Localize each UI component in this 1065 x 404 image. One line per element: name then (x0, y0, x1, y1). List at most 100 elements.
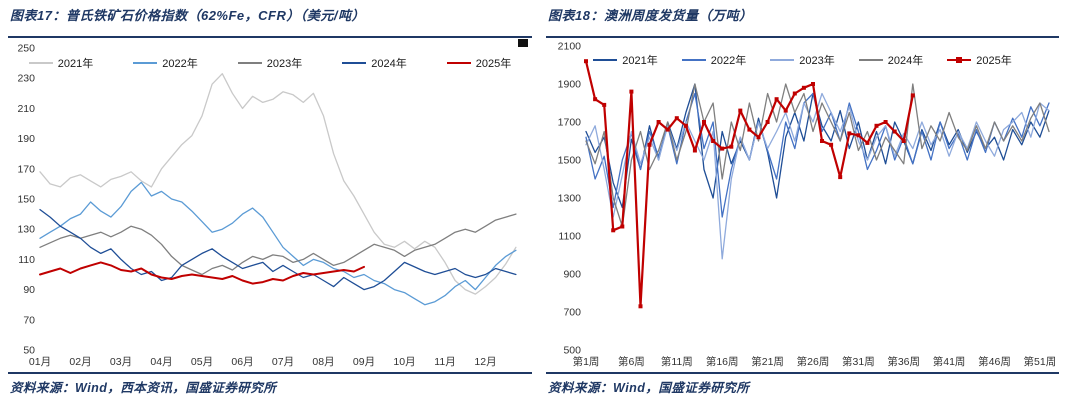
figure-18-chart-area: 2021年 2022年 2023年 2024年 2025年 500 700 900 1100 1… (546, 38, 1059, 372)
y-tick-label: 500 (563, 345, 581, 357)
figure-18-bottom-rule (546, 372, 1059, 374)
y-axis-labels: 50 70 90 110 130 150 170 190 210 230 250 (17, 43, 35, 357)
x-tick-label: 第31周 (842, 355, 875, 368)
y-axis-labels: 500 700 900 1100 1300 1500 1700 1900 2100 (558, 41, 582, 357)
x-tick-label: 第46周 (978, 355, 1011, 368)
y-tick-label: 1700 (558, 117, 582, 129)
series-marker (856, 133, 861, 138)
series-line-2024年 (585, 83, 1050, 228)
series-marker (674, 116, 679, 121)
figure-17-bottom-rule (8, 372, 532, 374)
series-marker (602, 102, 607, 107)
figure-18: 图表18：澳洲周度发货量（万吨） 2021年 2022年 2023年 2024年 202… (546, 6, 1059, 404)
series-marker (638, 304, 643, 309)
y-tick-label: 90 (23, 284, 35, 296)
series-marker (738, 108, 743, 113)
series-marker (847, 131, 852, 136)
y-tick-label: 190 (17, 133, 35, 145)
x-axis-labels: 第1周 第6周 第11周 第16周 第21周 第26周 第31周 第36周 第41周 第46周 第5… (573, 355, 1057, 368)
y-tick-label: 210 (17, 103, 35, 115)
series-marker (683, 123, 688, 128)
series-line-2021年 (585, 83, 1050, 209)
series-marker (801, 85, 806, 90)
series-marker (783, 108, 788, 113)
series-marker (811, 82, 815, 86)
series-marker (593, 97, 598, 102)
x-tick-label: 第21周 (751, 355, 784, 368)
x-tick-label: 第16周 (706, 355, 739, 368)
series-marker (656, 120, 661, 124)
y-tick-label: 130 (17, 224, 35, 236)
series-line-2025年 (584, 60, 914, 308)
series-2021年 (585, 83, 1050, 209)
series-marker (874, 123, 879, 128)
series-marker (756, 135, 761, 140)
x-tick-label: 第1周 (573, 355, 600, 368)
series-2025年 (584, 59, 915, 309)
series-marker (629, 89, 634, 94)
y-tick-label: 1100 (558, 231, 581, 243)
y-tick-label: 700 (563, 307, 581, 319)
series-marker (720, 146, 725, 151)
series-marker (774, 97, 779, 102)
series-marker (702, 120, 706, 124)
y-tick-label: 230 (17, 73, 35, 85)
x-tick-label: 第26周 (797, 355, 830, 368)
series-marker (584, 59, 588, 64)
y-tick-label: 900 (563, 269, 581, 281)
x-tick-label: 第51周 (1024, 355, 1057, 368)
figure-18-title: 图表18：澳洲周度发货量（万吨） (548, 8, 753, 23)
series-2022年 (39, 181, 517, 306)
x-tick-label: 第36周 (887, 355, 920, 368)
series-marker (747, 127, 752, 132)
x-tick-label: 04月 (150, 356, 172, 368)
series-line-2021年 (39, 73, 517, 295)
figure-17-chart-area: 2021年 2022年 2023年 2024年 2025年 50 70 90 110 130 15… (8, 38, 532, 372)
series-marker (829, 142, 834, 147)
series-line-2022年 (39, 181, 517, 306)
x-tick-label: 第41周 (933, 355, 966, 368)
series-2021年 (39, 73, 517, 295)
y-tick-label: 1500 (558, 155, 582, 167)
x-tick-label: 第11周 (661, 355, 693, 368)
x-tick-label: 09月 (353, 356, 375, 368)
series-marker (729, 144, 734, 149)
figure-17-title: 图表17：普氏铁矿石价格指数（62%Fe，CFR）（美元/吨） (10, 8, 365, 23)
x-tick-label: 03月 (110, 356, 132, 368)
australia-shipments-line-chart: 500700900110013001500170019002100第1周 第6周第… (558, 41, 1057, 369)
series-marker (611, 228, 616, 233)
series-marker (647, 142, 652, 147)
figure-18-source: 资料来源：Wind，国盛证券研究所 (548, 381, 750, 395)
series-2024年 (585, 83, 1050, 228)
series-marker (711, 139, 716, 143)
series-marker (620, 224, 625, 229)
series-marker (692, 148, 697, 153)
series-marker (901, 139, 906, 143)
x-tick-label: 07月 (272, 356, 294, 368)
series-2023年 (39, 213, 517, 276)
series-marker (892, 129, 897, 134)
series-line-2023年 (39, 213, 517, 276)
y-tick-label: 150 (17, 194, 35, 206)
series-2025年 (39, 261, 365, 285)
y-tick-label: 2100 (558, 41, 582, 53)
y-tick-label: 50 (23, 345, 35, 357)
figure-18-top-rule (546, 36, 1059, 38)
x-tick-label: 11月 (434, 356, 455, 368)
y-tick-label: 110 (18, 254, 35, 266)
figure-17: 图表17：普氏铁矿石价格指数（62%Fe，CFR）（美元/吨） 2021年 202… (8, 6, 532, 404)
x-tick-label: 01月 (29, 356, 51, 368)
x-tick-label: 10月 (393, 356, 415, 368)
series-line-2024年 (39, 208, 517, 291)
series-marker (883, 120, 888, 124)
x-tick-label: 08月 (312, 356, 334, 368)
series-line-2025年 (39, 261, 365, 285)
x-tick-label: 05月 (191, 356, 213, 368)
figure-17-source: 资料来源：Wind，西本资讯，国盛证券研究所 (10, 381, 277, 395)
series-marker (838, 175, 843, 180)
series-marker (910, 93, 915, 98)
x-tick-label: 02月 (69, 356, 91, 368)
y-tick-label: 1300 (558, 193, 582, 205)
